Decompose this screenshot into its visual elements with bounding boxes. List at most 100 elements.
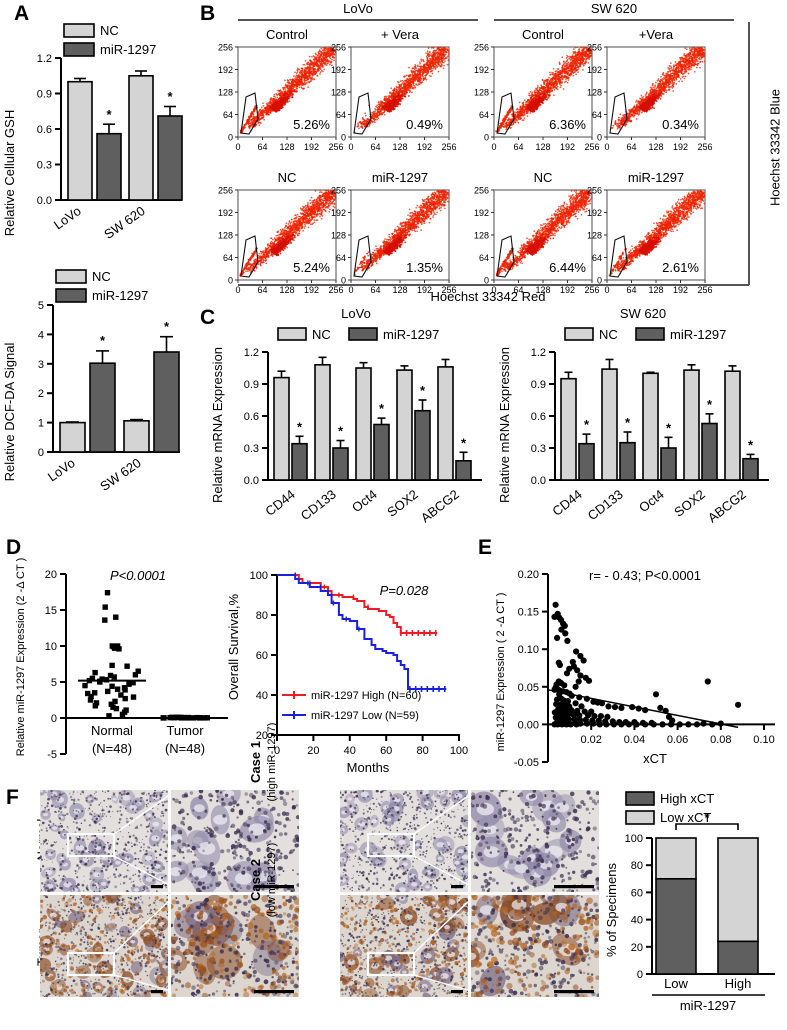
flow-xtick: 0 [235,142,240,152]
flow-ytick: 256 [587,186,602,196]
flow-plot-title: NC [534,170,553,185]
scatter-point [642,721,648,727]
svg-text:0.3: 0.3 [37,160,52,172]
flow-ytick: 128 [331,88,346,98]
svg-text:3: 3 [38,359,44,371]
histology-image [159,777,301,903]
flow-plot-title: miR-1297 [372,170,428,185]
scatter-point [92,670,97,675]
significance-star: * [106,107,112,122]
stacked-bar-segment-high-xct [718,941,758,974]
legend-swatch-mir [56,289,86,302]
histology-image [35,886,176,1003]
flow-xtick: 64 [626,142,636,152]
panel-c-lovo-bars: ***** [274,357,471,480]
scatter-point [634,721,640,727]
flow-xtick: 128 [648,142,663,152]
scatter-point [653,691,659,697]
panel-d-scatter-yticks: 20 15 10 5 0 -5 [45,569,66,761]
panel-c-sw620-yticks: 1.2 0.9 0.6 0.3 0.0 [531,347,555,487]
scatter-point [171,715,176,720]
scatter-point [573,700,579,706]
scatter-point [82,683,87,688]
scatter-point [581,657,587,663]
scatter-point [573,648,579,654]
bar [743,459,758,480]
panel-f-letter: F [6,786,19,810]
flow-ytick: 128 [331,231,346,241]
scatter-point [735,702,741,708]
flow-plot-title: NC [278,170,297,185]
bar [315,365,330,480]
scatter-point [133,672,138,677]
histology-image [160,891,301,999]
panel-d-scatter-points [78,590,210,721]
legend-label-mir: miR-1297 [383,327,439,342]
legend-swatch-low-xct [626,811,654,824]
flow-xtick: 64 [513,142,523,152]
legend-label-nc: NC [599,327,618,342]
panel-d-group-label-tumor: Tumor [166,723,204,738]
panel-a-dcf-xtick: LoVo [45,455,78,484]
flow-ytick: 192 [331,208,346,218]
flow-ytick: 128 [218,231,233,241]
legend-swatch-nc [278,328,306,340]
scatter-point [561,682,567,688]
flow-ytick: 64 [592,110,602,120]
scatter-point [603,721,609,727]
flow-plot-percent: 1.35% [406,260,443,275]
flow-ytick: 64 [592,253,602,263]
panel-d-scatter-ylabel: Relative miR-1297 Expression (2 -Δ CT ) [15,558,27,757]
flow-ytick: 128 [587,88,602,98]
panel-c: C LoVo NC miR-1297 Relative mRNA Express… [198,300,787,532]
legend-label-low: miR-1297 Low (N=59) [311,710,419,722]
panel-a-gsh-yticks: 1.2 0.9 0.6 0.3 0.0 [37,53,61,207]
histology-image [461,882,601,1001]
significance-star: * [666,420,672,435]
flow-xtick: 0 [604,142,609,152]
scatter-point [657,705,663,711]
significance-star: * [748,437,754,452]
flow-plot-percent: 6.36% [549,117,586,132]
bar [579,444,594,480]
flow-ytick: 128 [474,88,489,98]
panel-c-chart-lovo: LoVo NC miR-1297 Relative mRNA Expressio… [206,300,496,532]
panel-c-xtick: CD44 [549,487,584,519]
scale-bar [554,885,594,888]
panel-e: E miR-1297 Expression ( 2 -Δ CT ) r= - 0… [470,532,787,780]
panel-c-xtick: Oct4 [636,487,667,516]
scatter-point [651,721,657,727]
panel-b-ylabel: Hoechst 33342 Blue [768,68,783,228]
legend-swatch-high-xct [626,792,654,805]
scale-bar [151,990,163,993]
panel-a-gsh-bars: * * [68,71,182,200]
scatter-point [103,604,108,609]
flow-xtick: 256 [441,142,456,152]
flow-xtick: 64 [370,142,380,152]
panel-d-survival-xticks: 0 20 40 60 80 100 [274,735,468,757]
svg-text:0: 0 [38,447,44,459]
panel-b-right-bracket [748,22,750,285]
flow-plot-percent: 0.34% [662,117,699,132]
panel-a-gsh-xtick: SW 620 [101,203,147,242]
flow-xtick: 192 [560,142,575,152]
panel-f-stacked-bars [656,838,758,974]
bar [661,448,676,480]
panel-d-survival-ylabel: Overall Survival,% [226,593,241,700]
legend-label-mir: miR-1297 [100,42,156,57]
flow-ytick: 192 [474,65,489,75]
flow-ytick: 64 [336,110,346,120]
flow-ytick: 64 [223,253,233,263]
flow-xtick: 128 [279,142,294,152]
stacked-bar-segment-low-xct [718,838,758,941]
panel-f-case1-line2: (high miR-1297) [266,712,278,812]
panel-e-annotation: r= - 0.43; P<0.0001 [589,568,701,583]
scatter-point [597,721,603,727]
scatter-point [584,721,590,727]
